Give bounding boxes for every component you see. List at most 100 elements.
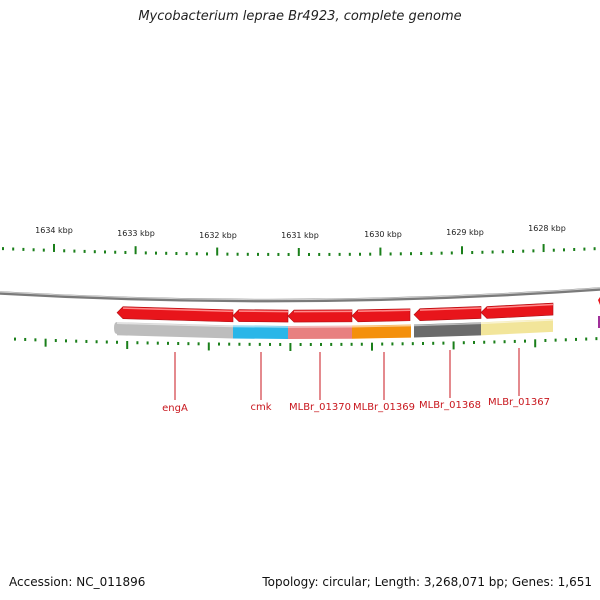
topology-text: Topology: circular; Length: 3,268,071 bp…	[262, 575, 592, 589]
ruler-tick	[53, 243, 55, 252]
ruler-tick	[573, 247, 576, 251]
gene-label-MLBr_01368: MLBr_01368	[419, 400, 481, 411]
ruler-tick	[187, 342, 190, 346]
ruler-tick	[65, 339, 67, 343]
edge-feature-marker-purple	[598, 316, 600, 328]
ruler-tick	[34, 338, 37, 342]
ruler-tick	[14, 337, 16, 341]
ruler-tick	[532, 249, 535, 253]
ruler-tick	[503, 340, 506, 344]
ruler-tick	[534, 339, 537, 348]
ruler-tick	[156, 341, 159, 345]
ruler-tick	[134, 246, 137, 255]
ruler-label: 1633 kbp	[117, 229, 155, 238]
ruler-tick	[95, 340, 98, 344]
ruler-tick	[350, 342, 353, 346]
ruler-tick	[359, 252, 361, 256]
ruler-tick	[177, 342, 180, 346]
ruler-tick	[524, 339, 526, 343]
ruler-label: 1632 kbp	[199, 231, 237, 240]
ruler-tick	[258, 342, 261, 346]
ruler-tick	[287, 252, 290, 256]
ruler-tick	[575, 337, 577, 341]
ruler-tick	[257, 252, 259, 256]
ruler-tick	[116, 340, 118, 344]
ruler-tick	[105, 340, 108, 344]
ruler-tick	[554, 338, 557, 342]
gene-feature-cmk	[233, 325, 288, 339]
ruler-tick	[218, 342, 220, 346]
ruler-tick	[155, 251, 157, 255]
ruler-tick	[381, 342, 384, 346]
ruler-tick	[248, 342, 251, 346]
ruler-tick	[309, 342, 312, 346]
ruler-tick	[491, 250, 494, 254]
ruler-tick	[585, 337, 588, 341]
ruler-tick	[185, 252, 188, 256]
ruler-ticks-bottom	[14, 337, 598, 351]
ruler-tick	[42, 248, 45, 252]
ruler-tick	[330, 342, 333, 346]
ruler-tick	[512, 249, 514, 253]
ruler-tick	[277, 252, 280, 256]
ruler-tick	[544, 338, 547, 342]
ruler-tick	[462, 341, 465, 345]
ruler-tick	[389, 252, 392, 256]
ruler-tick	[114, 250, 117, 254]
ruler-tick	[461, 246, 463, 255]
ruler-tick	[83, 249, 86, 253]
ruler-tick	[430, 251, 433, 255]
ruler-tick	[2, 247, 4, 251]
ruler-tick	[411, 342, 414, 346]
ruler-tick	[12, 247, 15, 251]
ruler-tick	[24, 337, 27, 341]
ruler-tick	[379, 247, 382, 256]
ruler-tick	[238, 342, 241, 346]
ruler-tick	[308, 252, 310, 256]
ruler-tick	[563, 248, 565, 252]
ruler-tick	[73, 249, 76, 253]
genome-title: Mycobacterium leprae Br4923, complete ge…	[138, 9, 462, 24]
ruler-tick	[216, 247, 219, 256]
ruler-tick	[167, 341, 169, 345]
ruler-tick	[44, 338, 47, 347]
ruler-tick	[501, 250, 504, 254]
ruler-tick	[104, 250, 106, 254]
ruler-tick	[542, 244, 545, 253]
gene-arrow	[351, 308, 411, 323]
accession-text: Accession: NC_011896	[9, 575, 146, 589]
ruler-tick	[401, 342, 404, 346]
ruler-tick	[289, 342, 292, 351]
ruler-tick	[471, 251, 474, 255]
gene-feature-MLBr_01369	[352, 324, 411, 339]
ruler-tick	[371, 342, 373, 351]
ruler-tick	[175, 251, 178, 255]
ruler-tick	[32, 248, 35, 252]
ruler-tick	[595, 337, 598, 341]
ruler-tick	[452, 341, 455, 350]
ruler-tick	[146, 341, 149, 345]
ruler-tick	[440, 251, 443, 255]
ruler-tick	[279, 342, 282, 346]
ruler-tick	[297, 247, 300, 256]
ruler-tick	[348, 252, 351, 256]
gene-label-MLBr_01369: MLBr_01369	[353, 402, 415, 413]
ruler-tick	[422, 341, 424, 345]
ruler-tick	[420, 252, 423, 256]
ruler-tick	[399, 252, 402, 256]
ruler-label: 1628 kbp	[528, 224, 566, 233]
genome-backbone	[0, 287, 600, 303]
ruler-tick	[195, 252, 198, 256]
ruler-tick	[136, 341, 139, 345]
ruler-tick	[63, 249, 66, 253]
ruler-tick	[124, 250, 127, 254]
ruler-tick	[328, 252, 331, 256]
ruler-tick	[75, 339, 78, 343]
gene-feature-MLBr_01368	[414, 322, 481, 338]
gene-feature-bar	[114, 318, 554, 339]
gene-label-MLBr_01367: MLBr_01367	[488, 397, 550, 408]
ruler-tick	[246, 252, 249, 256]
ruler-tick	[93, 250, 96, 254]
gene-label-engA: engA	[162, 403, 188, 414]
ruler-tick	[207, 342, 210, 351]
